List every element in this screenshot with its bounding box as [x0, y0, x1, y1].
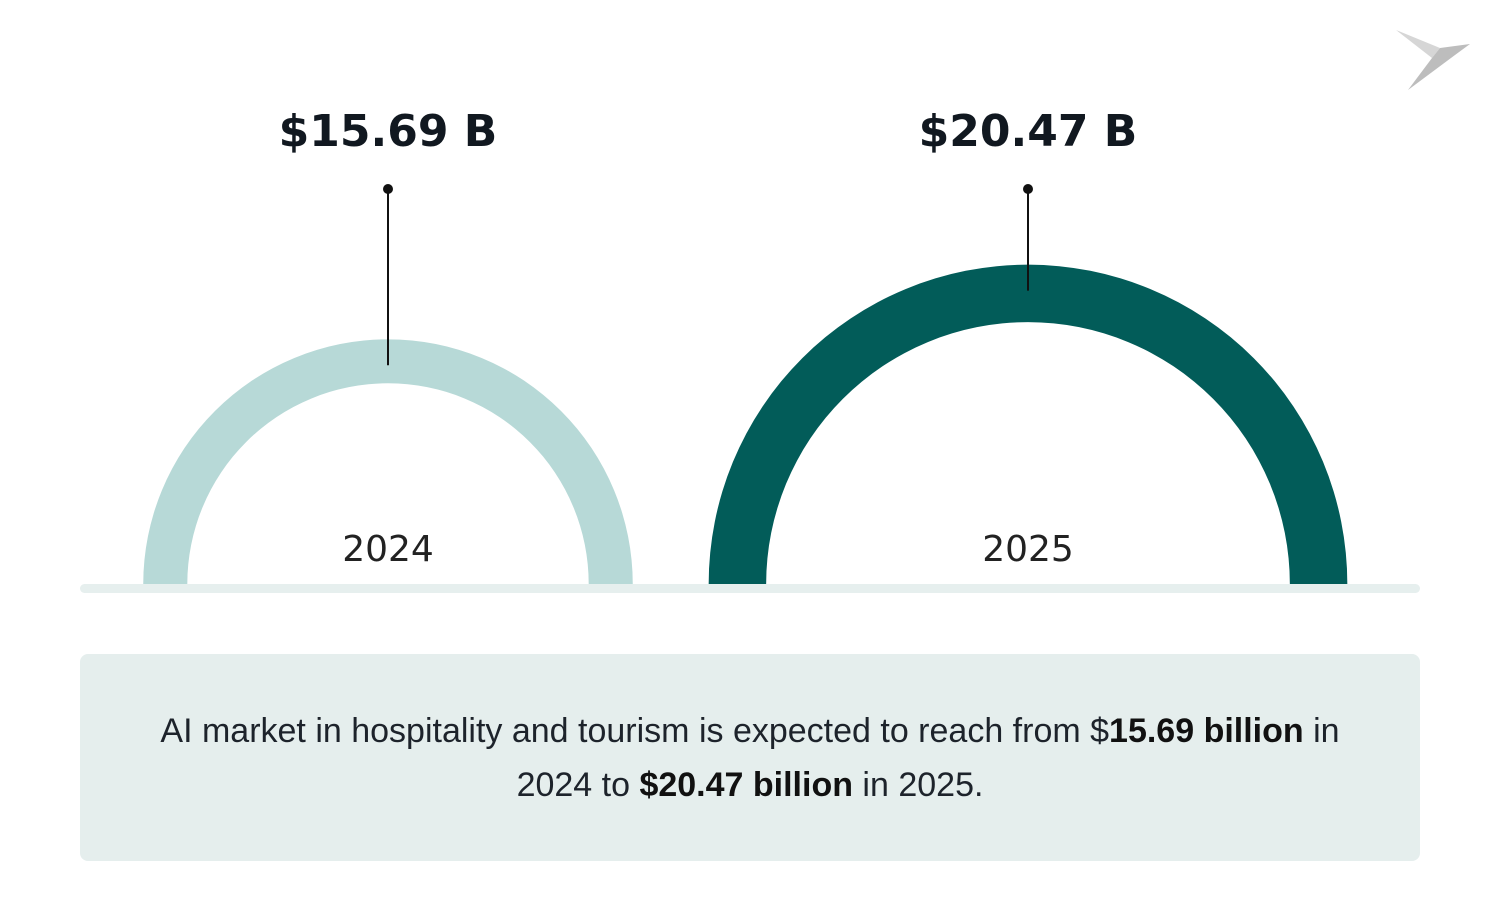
category-label: 2025 — [982, 529, 1074, 570]
caption-box: AI market in hospitality and tourism is … — [80, 654, 1420, 861]
value-label: $15.69 B — [279, 106, 498, 157]
value-label: $20.47 B — [919, 106, 1138, 157]
caption-text: in 2024 to — [516, 711, 1340, 804]
logo — [1396, 30, 1470, 90]
arc — [143, 339, 633, 584]
baseline — [80, 584, 1420, 593]
category-label: 2024 — [342, 529, 434, 570]
arc — [708, 264, 1348, 584]
caption-bold: $20.47 billion — [639, 765, 853, 804]
leader-dot — [383, 184, 393, 194]
caption-text: in 2025. — [852, 765, 984, 804]
caption-text: AI market in hospitality and tourism is … — [160, 711, 1110, 750]
caption-bold: 15.69 billion — [1109, 711, 1304, 750]
leader-dot — [1023, 184, 1033, 194]
caption: AI market in hospitality and tourism is … — [155, 704, 1345, 812]
